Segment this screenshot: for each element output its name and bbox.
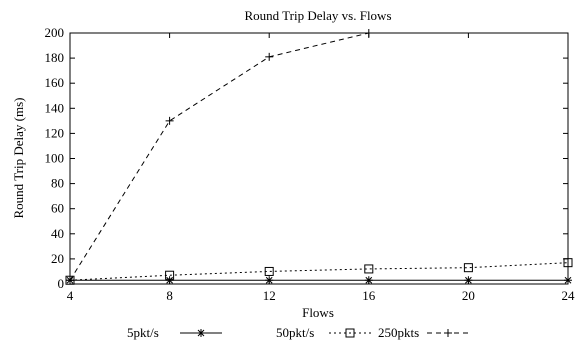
legend-label: 5pkt/s xyxy=(127,325,159,340)
y-tick-label: 80 xyxy=(51,176,64,191)
data-point xyxy=(265,276,274,285)
data-point xyxy=(265,52,274,61)
x-tick-label: 24 xyxy=(562,288,576,303)
y-tick-label: 140 xyxy=(45,100,65,115)
series-layer xyxy=(65,29,573,285)
x-axis: 4 8 12 16 20 24 xyxy=(67,33,575,303)
series-line xyxy=(69,32,369,281)
legend-item: 5pkt/s xyxy=(127,325,222,340)
legend: 5pkt/s 50pkt/s 250pkts xyxy=(127,325,469,340)
chart-title: Round Trip Delay vs. Flows xyxy=(245,8,392,23)
y-tick-label: 160 xyxy=(45,75,65,90)
legend-item: 50pkt/s xyxy=(276,325,371,340)
y-tick-label: 20 xyxy=(51,251,64,266)
y-tick-label: 60 xyxy=(51,201,64,216)
series-1 xyxy=(66,276,572,285)
y-axis: 0 20 40 60 80 100 120 140 160 180 200 xyxy=(45,25,568,291)
legend-label: 50pkt/s xyxy=(276,325,314,340)
legend-marker xyxy=(345,328,355,338)
legend-label: 250pkts xyxy=(378,325,419,340)
x-axis-label: Flows xyxy=(302,305,334,320)
x-tick-label: 8 xyxy=(166,288,173,303)
data-point xyxy=(364,264,374,274)
y-tick-label: 180 xyxy=(45,50,65,65)
y-tick-label: 120 xyxy=(45,125,65,140)
series-3 xyxy=(66,29,373,285)
data-point xyxy=(165,116,174,125)
y-tick-label: 40 xyxy=(51,226,64,241)
x-tick-label: 16 xyxy=(362,288,376,303)
data-point xyxy=(564,276,572,285)
plot-frame xyxy=(69,32,569,285)
data-point xyxy=(563,258,573,268)
data-point xyxy=(463,263,473,273)
data-point xyxy=(364,29,373,37)
data-point xyxy=(165,276,174,285)
data-point xyxy=(464,276,473,285)
x-tick-label: 12 xyxy=(263,288,276,303)
y-tick-label: 200 xyxy=(45,25,65,40)
y-axis-label: Round Trip Delay (ms) xyxy=(11,98,26,219)
y-tick-label: 0 xyxy=(58,276,65,291)
legend-item: 250pkts xyxy=(378,325,469,340)
y-tick-label: 100 xyxy=(45,151,65,166)
x-tick-label: 20 xyxy=(462,288,475,303)
series-line xyxy=(69,262,569,281)
data-point xyxy=(66,276,74,285)
data-point xyxy=(165,270,175,280)
data-point xyxy=(364,276,373,285)
data-point xyxy=(264,266,274,276)
x-tick-label: 4 xyxy=(67,288,74,303)
legend-marker xyxy=(197,329,205,337)
legend-marker xyxy=(444,329,452,337)
